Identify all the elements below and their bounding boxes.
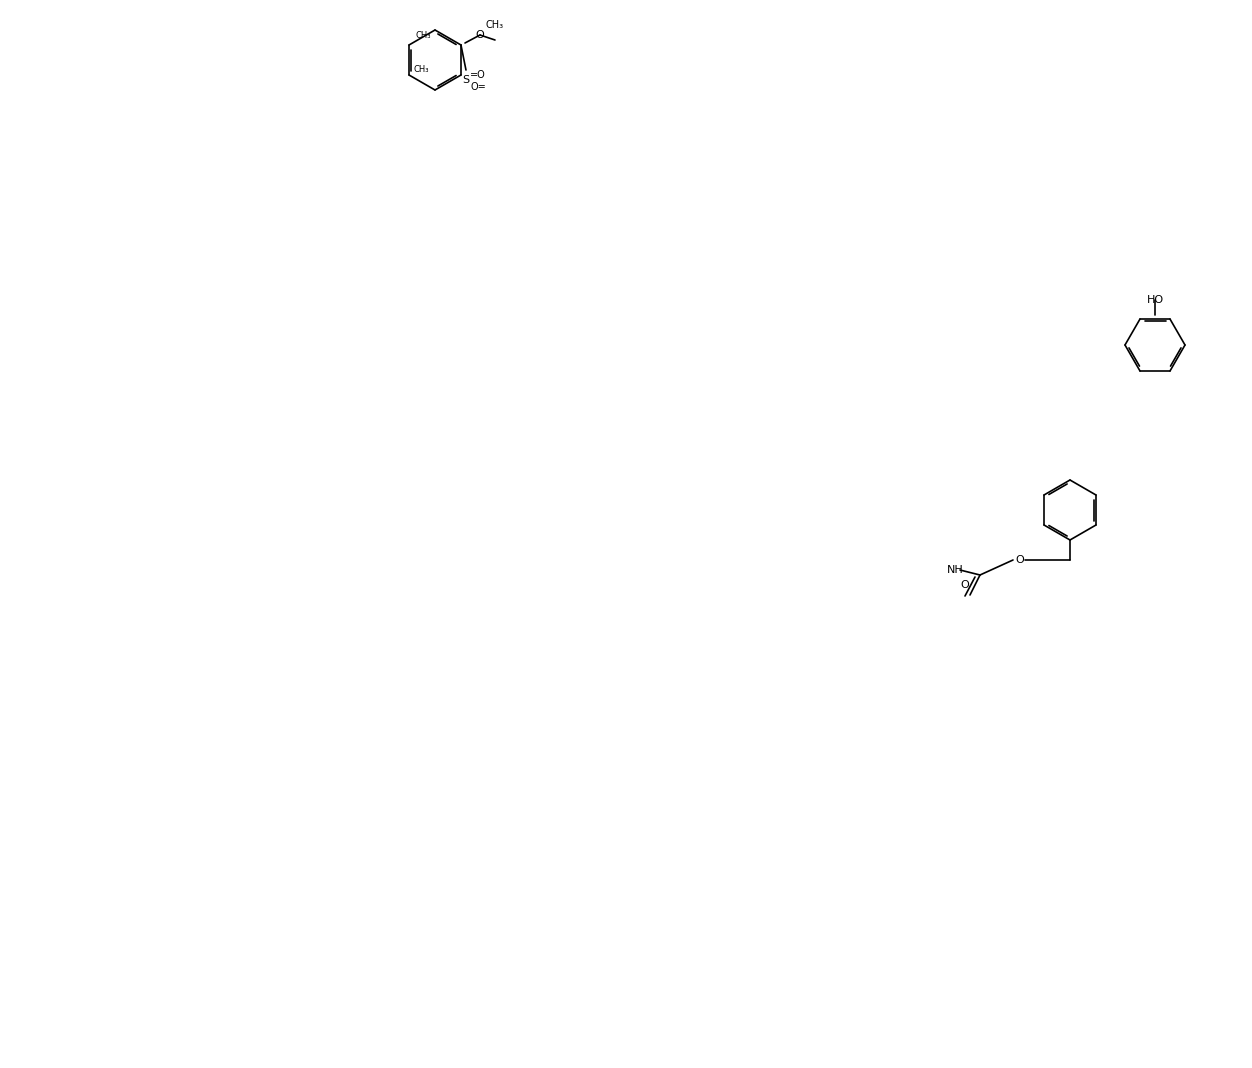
Text: S: S (462, 75, 470, 85)
Text: O: O (476, 30, 485, 40)
Text: HO: HO (1147, 295, 1163, 305)
Text: NH: NH (947, 565, 963, 575)
Text: O: O (1015, 555, 1024, 565)
Text: O=: O= (470, 82, 486, 92)
Text: CH₃: CH₃ (416, 31, 431, 40)
Text: CH₃: CH₃ (413, 65, 428, 75)
Text: O: O (960, 580, 969, 590)
Text: CH₃: CH₃ (486, 20, 505, 30)
Text: =O: =O (470, 70, 486, 80)
